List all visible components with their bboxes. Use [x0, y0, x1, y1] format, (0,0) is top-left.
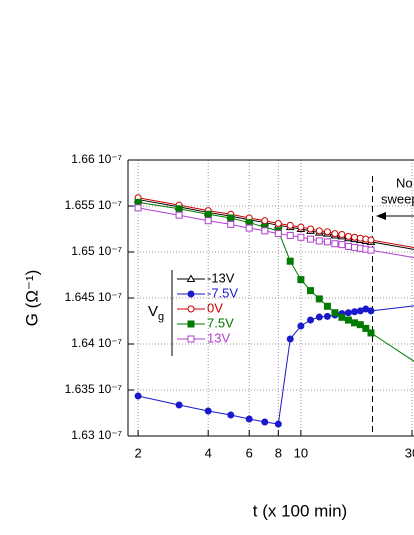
- y-axis-label: G (Ω⁻¹): [22, 270, 41, 327]
- data-point: [338, 313, 346, 321]
- data-point: [227, 411, 235, 419]
- legend-marker: [187, 290, 195, 298]
- data-point: [315, 313, 323, 321]
- data-point: [351, 308, 359, 316]
- data-point: [245, 415, 253, 423]
- data-point: [274, 219, 282, 227]
- x-tick-label: 4: [205, 445, 212, 460]
- data-point: [367, 329, 375, 337]
- data-point: [175, 401, 183, 409]
- data-point: [297, 322, 305, 330]
- y-tick-label: 1.66 10⁻⁷: [71, 152, 122, 166]
- data-point: [297, 233, 305, 241]
- data-point: [134, 204, 142, 212]
- data-point: [344, 242, 352, 250]
- legend-title: Vg: [148, 303, 164, 323]
- annotation-arrowhead: [376, 212, 386, 220]
- data-point: [261, 227, 269, 235]
- y-tick-label: 1.635 10⁻⁷: [65, 382, 122, 396]
- data-point: [351, 319, 359, 327]
- x-tick-label: 2: [134, 445, 141, 460]
- data-point: [315, 295, 323, 303]
- data-point: [274, 420, 282, 428]
- data-point: [362, 324, 370, 332]
- legend-marker: [187, 335, 195, 343]
- x-tick-label: 30: [405, 445, 414, 460]
- data-point: [175, 211, 183, 219]
- plot-area: [133, 194, 414, 428]
- legend-marker: [186, 274, 196, 282]
- legend-label: -7.5V: [207, 285, 238, 300]
- data-point: [261, 418, 269, 426]
- legend-title-main: V: [148, 303, 158, 320]
- y-tick-label: 1.63 10⁻⁷: [71, 428, 122, 442]
- legend-marker: [187, 305, 195, 313]
- data-point: [286, 335, 294, 343]
- data-point: [245, 224, 253, 232]
- data-point: [261, 217, 269, 225]
- x-tick-label: 6: [246, 445, 253, 460]
- data-point: [331, 309, 339, 317]
- data-point: [315, 237, 323, 245]
- data-point: [323, 238, 331, 246]
- data-point: [297, 223, 305, 231]
- data-point: [338, 231, 346, 239]
- data-point: [367, 307, 375, 315]
- data-point: [175, 205, 183, 213]
- data-point: [323, 228, 331, 236]
- data-point: [134, 392, 142, 400]
- data-point: [227, 214, 235, 222]
- y-tick-label: 1.64 10⁻⁷: [71, 336, 122, 350]
- data-point: [274, 230, 282, 238]
- data-point: [286, 221, 294, 229]
- data-point: [351, 233, 359, 241]
- data-point: [286, 231, 294, 239]
- data-point: [286, 257, 294, 265]
- data-point: [315, 227, 323, 235]
- x-tick-label: 8: [275, 445, 282, 460]
- y-tick-label: 1.655 10⁻⁷: [65, 198, 122, 212]
- data-point: [204, 217, 212, 225]
- annotation-text: No: [396, 175, 413, 190]
- legend-title-sub: g: [158, 311, 164, 323]
- data-point: [323, 312, 331, 320]
- legend-marker: [187, 320, 195, 328]
- x-axis-label: t (x 100 min): [253, 501, 347, 520]
- data-point: [367, 246, 375, 254]
- data-point: [323, 302, 331, 310]
- data-point: [307, 235, 315, 243]
- legend-label: 13V: [207, 330, 230, 345]
- data-point: [331, 230, 339, 238]
- data-point: [338, 241, 346, 249]
- data-point: [307, 316, 315, 324]
- data-point: [356, 321, 364, 329]
- data-point: [344, 316, 352, 324]
- data-point: [204, 407, 212, 415]
- data-point: [307, 225, 315, 233]
- data-point: [344, 232, 352, 240]
- data-point: [367, 236, 375, 244]
- data-point: [227, 220, 235, 228]
- data-point: [204, 210, 212, 218]
- data-point: [331, 240, 339, 248]
- data-point: [344, 309, 352, 317]
- data-point: [297, 276, 305, 284]
- annotation-text: sweep: [381, 191, 414, 206]
- data-point: [351, 243, 359, 251]
- y-tick-label: 1.65 10⁻⁷: [71, 244, 122, 258]
- x-tick-label: 10: [294, 445, 308, 460]
- legend-label: 0V: [207, 300, 223, 315]
- data-point: [307, 287, 315, 295]
- legend-label: -13V: [207, 270, 235, 285]
- y-tick-label: 1.645 10⁻⁷: [65, 290, 122, 304]
- legend-label: 7.5V: [207, 315, 234, 330]
